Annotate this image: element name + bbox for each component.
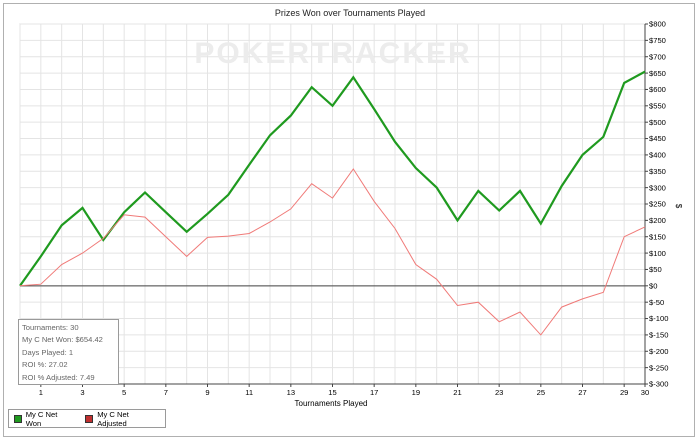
x-tick-label: 11 (245, 388, 253, 397)
y-tick-label: $200 (649, 216, 666, 225)
x-tick-label: 3 (80, 388, 84, 397)
x-tick-label: 21 (453, 388, 461, 397)
x-tick-label: 30 (641, 388, 649, 397)
y-tick-label: $800 (649, 20, 666, 29)
stat-days-played: Days Played: 1 (22, 347, 74, 357)
legend-label-net-won: My C Net Won (25, 409, 58, 428)
stats-box: Tournaments: 30 My C Net Won: $654.42 Da… (18, 319, 119, 385)
x-tick-label: 7 (164, 388, 168, 397)
legend-item-net-adjusted[interactable]: My C Net Adjusted (85, 410, 157, 428)
x-tick-label: 13 (287, 388, 295, 397)
chart-title: Prizes Won over Tournaments Played (274, 8, 426, 18)
y-tick-label: $650 (649, 69, 666, 78)
y-tick-label: $0 (649, 282, 657, 291)
stat-roi-adjusted: ROI % Adjusted: 7.49 (22, 372, 95, 382)
legend-item-net-won[interactable]: My C Net Won (14, 410, 72, 428)
x-tick-label: 1 (39, 388, 43, 397)
series-line-net-adjusted (19, 168, 646, 336)
watermark: POKERTRACKER (194, 37, 471, 70)
x-tick-label: 9 (205, 388, 209, 397)
y-tick-label: $-250 (649, 363, 668, 372)
y-tick-label: $250 (649, 200, 666, 209)
stat-roi: ROI %: 27.02 (22, 360, 68, 370)
y-tick-label: $600 (649, 85, 666, 94)
y-tick-label: $-50 (649, 298, 664, 307)
x-tick-label: 29 (620, 388, 628, 397)
y-tick-label: $450 (649, 134, 666, 143)
legend-swatch-net-adjusted (85, 414, 94, 423)
y-tick-label: $-150 (649, 331, 668, 340)
y-tick-label: $350 (649, 167, 666, 176)
x-tick-label: 23 (495, 388, 503, 397)
y-tick-label: $400 (649, 151, 666, 160)
legend-label-net-adjusted: My C Net Adjusted (97, 409, 129, 428)
legend: My C Net Won My C Net Adjusted (8, 409, 166, 428)
series-line-net-won (19, 70, 646, 287)
y-tick-label: $-300 (649, 380, 668, 389)
y-tick-label: $100 (649, 249, 666, 258)
stat-net-won: My C Net Won: $654.42 (22, 335, 103, 345)
chart-frame (3, 3, 695, 437)
y-tick-label: $150 (649, 232, 666, 241)
y-tick-label: $50 (649, 265, 662, 274)
y-axis-label: $ (674, 204, 683, 209)
x-tick-label: 19 (412, 388, 420, 397)
x-tick-label: 5 (122, 388, 126, 397)
y-tick-label: $-100 (649, 314, 668, 323)
y-tick-label: $300 (649, 183, 666, 192)
y-tick-label: $550 (649, 102, 666, 111)
legend-swatch-net-won (14, 414, 22, 423)
x-axis-label: Tournaments Played (295, 399, 368, 408)
x-tick-label: 17 (370, 388, 378, 397)
y-tick-label: $-200 (649, 347, 668, 356)
y-tick-label: $750 (649, 36, 666, 45)
x-tick-label: 15 (328, 388, 336, 397)
stat-tournaments: Tournaments: 30 (22, 323, 79, 332)
y-tick-label: $500 (649, 118, 666, 127)
x-tick-label: 25 (537, 388, 545, 397)
y-tick-label: $700 (649, 52, 666, 61)
x-tick-label: 27 (578, 388, 586, 397)
